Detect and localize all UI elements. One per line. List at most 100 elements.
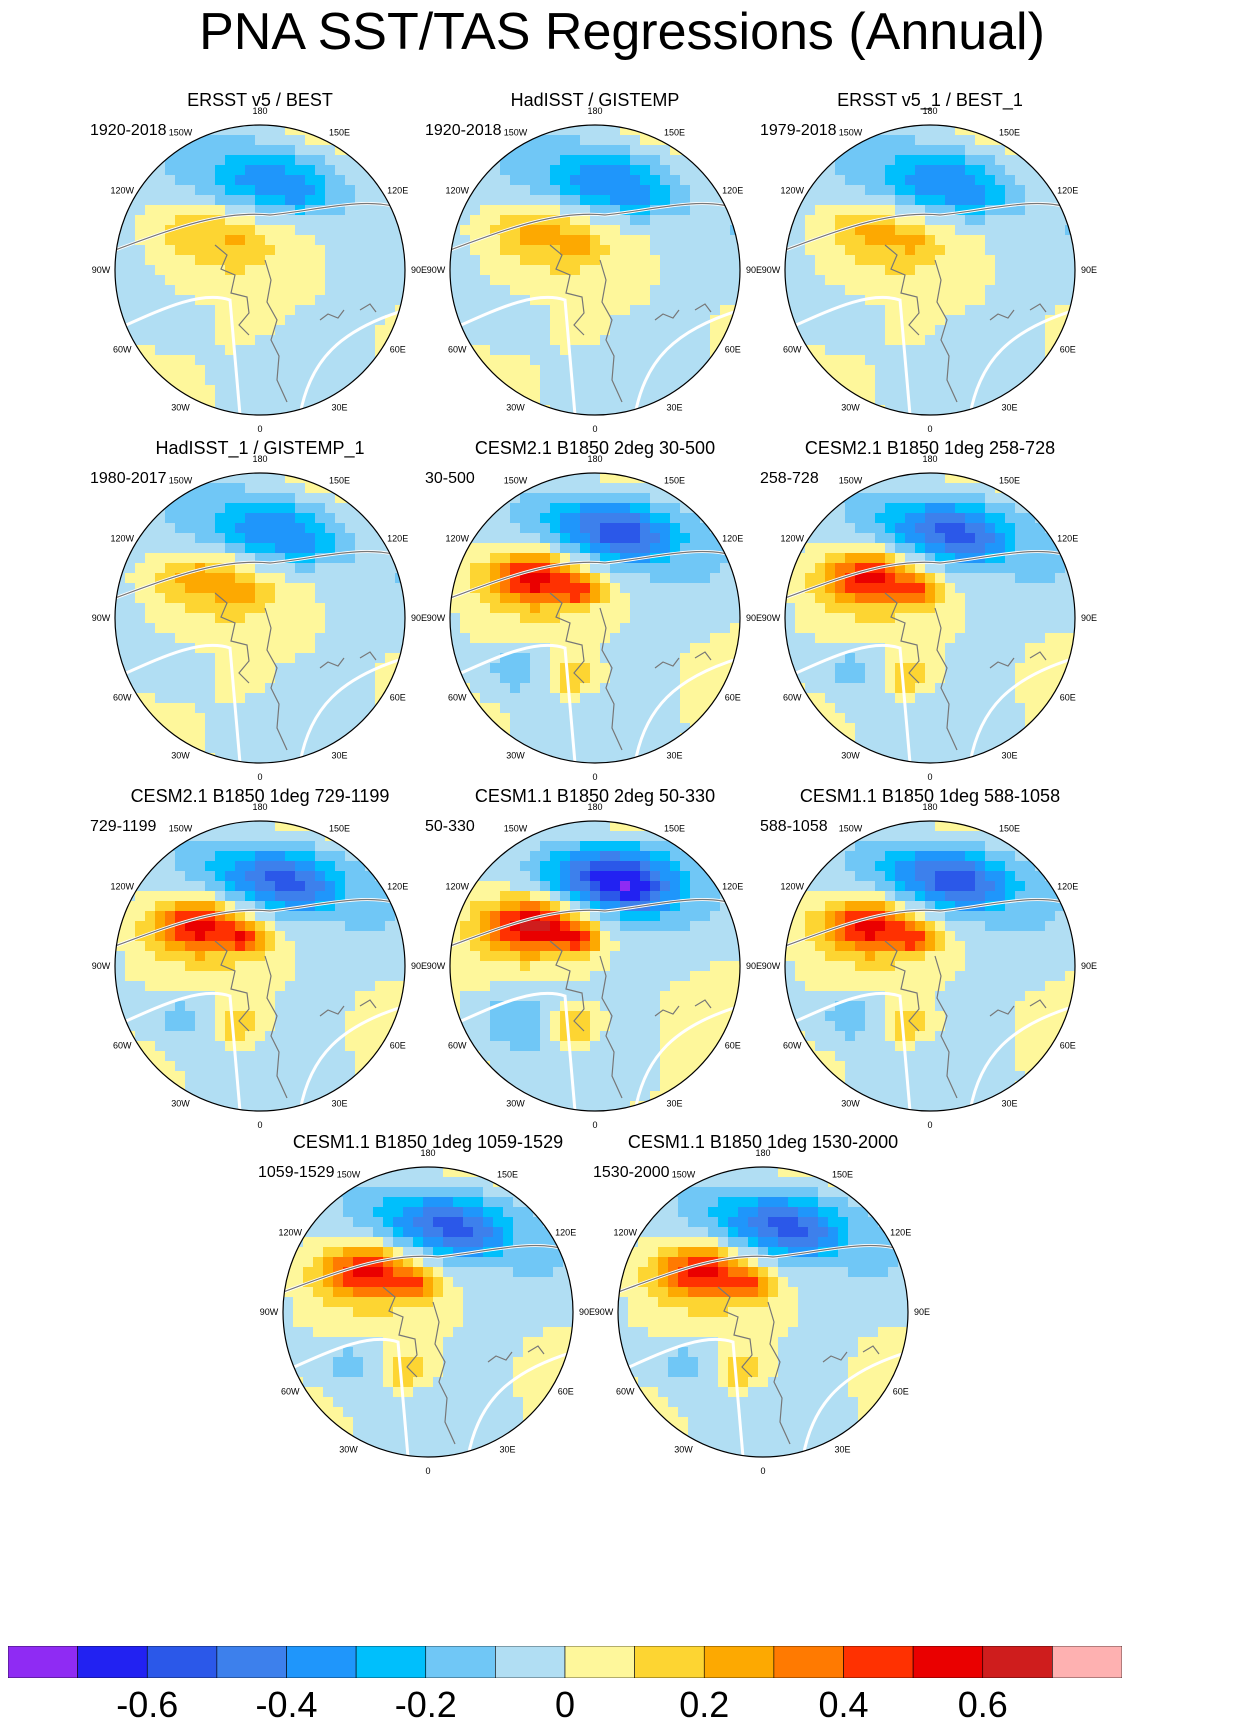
field-cell <box>255 365 266 376</box>
field-cell <box>520 703 531 714</box>
field-cell <box>155 941 166 952</box>
field-cell <box>935 145 946 156</box>
field-cell <box>580 483 591 494</box>
field-cell <box>1025 245 1036 256</box>
field-cell <box>710 265 721 276</box>
field-cell <box>275 703 286 714</box>
field-cell <box>255 125 266 136</box>
field-cell <box>590 473 601 484</box>
field-cell <box>275 355 286 366</box>
field-cell <box>925 265 936 276</box>
field-cell <box>955 235 966 246</box>
field-cell <box>540 135 551 146</box>
field-cell <box>325 215 336 226</box>
field-cell <box>995 155 1006 166</box>
field-cell <box>305 335 316 346</box>
field-cell <box>325 1001 336 1012</box>
field-cell <box>895 275 906 286</box>
field-cell <box>570 653 581 664</box>
field-cell <box>560 265 571 276</box>
field-cell <box>315 1041 326 1052</box>
field-cell <box>985 165 996 176</box>
field-cell <box>540 315 551 326</box>
field-cell <box>985 385 996 396</box>
field-cell <box>590 305 601 316</box>
field-cell <box>175 861 186 872</box>
field-cell <box>600 533 611 544</box>
field-cell <box>285 603 296 614</box>
field-cell <box>570 633 581 644</box>
field-cell <box>1015 325 1026 336</box>
field-cell <box>145 285 156 296</box>
field-cell <box>195 673 206 684</box>
field-cell <box>315 841 326 852</box>
field-cell <box>285 335 296 346</box>
panel-title: ERSST v5 / BEST <box>187 90 333 110</box>
field-cell <box>460 633 471 644</box>
field-cell <box>905 325 916 336</box>
field-cell <box>865 245 876 256</box>
field-cell <box>855 265 866 276</box>
field-cell <box>325 275 336 286</box>
field-cell <box>885 673 896 684</box>
field-cell <box>590 573 601 584</box>
field-cell <box>305 663 316 674</box>
field-cell <box>805 573 816 584</box>
field-cell <box>315 1021 326 1032</box>
field-cell <box>935 345 946 356</box>
field-cell <box>235 305 246 316</box>
field-cell <box>155 1011 166 1022</box>
field-cell <box>795 573 806 584</box>
field-cell <box>710 623 721 634</box>
field-cell <box>905 275 916 286</box>
field-cell <box>550 215 561 226</box>
field-cell <box>965 325 976 336</box>
field-cell <box>235 285 246 296</box>
field-cell <box>145 335 156 346</box>
field-cell <box>530 513 541 524</box>
field-cell <box>610 483 621 494</box>
field-cell <box>805 603 816 614</box>
field-cell <box>155 723 166 734</box>
field-cell <box>520 693 531 704</box>
field-cell <box>235 375 246 386</box>
field-cell <box>225 583 236 594</box>
field-cell <box>660 603 671 614</box>
field-cell <box>345 265 356 276</box>
field-cell <box>225 265 236 276</box>
field-cell <box>795 285 806 296</box>
field-cell <box>660 493 671 504</box>
field-cell <box>285 513 296 524</box>
field-cell <box>195 295 206 306</box>
field-cell <box>965 365 976 376</box>
field-cell <box>245 185 256 196</box>
field-cell <box>195 951 206 962</box>
field-cell <box>365 335 376 346</box>
field-cell <box>690 673 701 684</box>
field-cell <box>275 613 286 624</box>
field-cell <box>660 235 671 246</box>
field-cell <box>275 265 286 276</box>
field-cell <box>500 563 511 574</box>
field-cell <box>1025 255 1036 266</box>
field-cell <box>215 503 226 514</box>
field-cell <box>255 1001 266 1012</box>
field-cell <box>570 295 581 306</box>
field-cell <box>865 523 876 534</box>
field-cell <box>185 215 196 226</box>
field-cell <box>460 315 471 326</box>
field-cell <box>680 365 691 376</box>
field-cell <box>630 643 641 654</box>
field-cell <box>195 395 206 406</box>
field-cell <box>285 743 296 754</box>
field-cell <box>875 355 886 366</box>
field-cell <box>530 623 541 634</box>
field-cell <box>275 365 286 376</box>
field-cell <box>1025 165 1036 176</box>
field-cell <box>195 195 206 206</box>
field-cell <box>620 295 631 306</box>
field-cell <box>875 543 886 554</box>
field-cell <box>315 961 326 972</box>
field-cell <box>905 483 916 494</box>
field-cell <box>215 395 226 406</box>
